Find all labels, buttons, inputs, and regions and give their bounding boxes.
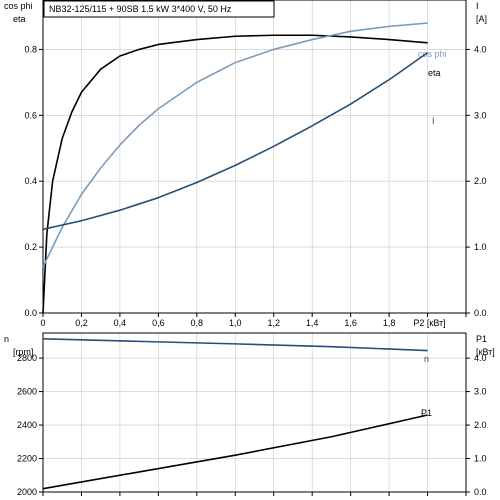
series-line-n [42,338,428,352]
y-tick-label-right: 2.0 [474,420,487,430]
title-box [43,0,275,18]
y-tick-label-right: 3.0 [474,110,487,120]
y-tick-label-right: 0.0 [474,487,487,497]
y-tick-label-right: 1.0 [474,242,487,252]
left-axis-label-line2: [rpm] [13,347,34,357]
y-tick-label-right: 1.0 [474,454,487,464]
y-tick-label-left: 2200 [17,454,37,464]
plot-frame [42,0,467,314]
right-axis-label-line2: [A] [476,14,487,24]
right-axis-label: P1 [476,334,487,344]
y-tick-label-left: 0.6 [24,110,37,120]
x-axis-label: P2 [кВт] [413,318,445,328]
series-line-I [42,52,429,231]
y-tick-label-right: 3.0 [474,387,487,397]
y-tick-label-left: 2600 [17,387,37,397]
y-tick-label-right: 0.0 [474,308,487,318]
right-axis-label-line2: [кВт] [476,347,495,357]
plot-frame [42,332,467,493]
top-panel: 0.0 0.2 0.4 0.6 0.8 0.0 1.0 2.0 3.0 4.0 cos phi eta… [4,0,487,328]
x-tick-label: 1,6 [344,318,357,328]
left-axis-label-line2: eta [13,14,26,24]
x-tick-label: 1,8 [383,318,396,328]
x-tick-label: 0,6 [152,318,165,328]
series-label-P1: P1 [421,408,432,418]
y-tick-label-right: 4.0 [474,353,487,363]
series-line-P1 [42,414,428,490]
x-tick-label: 1,2 [267,318,280,328]
series-label-n: n [424,354,429,364]
y-tick-label-right: 4.0 [474,44,487,54]
y-tick-label-left: 0.4 [24,176,37,186]
x-tick-label: 1,0 [229,318,242,328]
y-tick-label-right: 2.0 [474,176,487,186]
x-tick-label: 1,4 [306,318,319,328]
x-tick-label: 0,4 [114,318,127,328]
y-tick-label-left: 0.8 [24,44,37,54]
series-label-eta: eta [428,68,441,78]
series-line-cos-phi [42,22,428,268]
series-label-cos-phi: cos phi [418,49,447,59]
y-tick-label-left: 2400 [17,420,37,430]
y-tick-label-left: 2800 [17,353,37,363]
x-tick-label: 0,2 [75,318,88,328]
bottom-panel: 2000 2200 2400 2600 2800 0.0 1.0 2.0 3.0 4.0 n [rpm… [4,332,495,497]
right-axis-label: I [476,1,479,11]
left-axis-label: cos phi [4,1,33,11]
series-line-eta [42,34,428,314]
x-tick-label: 0,8 [191,318,204,328]
left-axis-label: n [4,334,9,344]
series-label-I: I [432,116,435,126]
y-tick-label-left: 0.2 [24,242,37,252]
y-tick-label-left: 2000 [17,487,37,497]
x-tick-label: 0 [40,318,45,328]
y-tick-label-left: 0.0 [24,308,37,318]
chart-title: NB32-125/115 + 90SB 1.5 kW 3*400 V, 50 H… [49,4,232,14]
